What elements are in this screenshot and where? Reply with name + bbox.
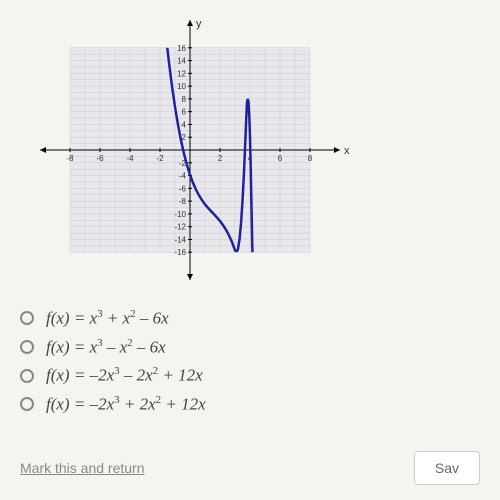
option-formula: f(x) = x3 + x2 – 6x	[46, 308, 169, 329]
svg-text:6: 6	[182, 108, 187, 117]
svg-text:16: 16	[177, 44, 186, 53]
answer-options: f(x) = x3 + x2 – 6x f(x) = x3 – x2 – 6x …	[20, 300, 460, 423]
svg-text:8: 8	[308, 154, 313, 163]
svg-text:14: 14	[177, 57, 186, 66]
radio-icon[interactable]	[20, 311, 34, 325]
svg-text:6: 6	[278, 154, 283, 163]
option-formula: f(x) = –2x3 + 2x2 + 12x	[46, 394, 206, 415]
svg-text:-10: -10	[174, 210, 186, 219]
bottom-bar: Mark this and return Sav	[20, 451, 480, 485]
svg-text:8: 8	[182, 95, 187, 104]
option-4[interactable]: f(x) = –2x3 + 2x2 + 12x	[20, 394, 460, 415]
option-formula: f(x) = x3 – x2 – 6x	[46, 337, 166, 358]
svg-text:2: 2	[218, 154, 223, 163]
svg-text:4: 4	[182, 120, 187, 129]
option-3[interactable]: f(x) = –2x3 – 2x2 + 12x	[20, 365, 460, 386]
graph-panel: -8-6-4-22468246810121416-2-4-6-8-10-12-1…	[30, 10, 350, 290]
option-formula: f(x) = –2x3 – 2x2 + 12x	[46, 365, 203, 386]
svg-text:-8: -8	[66, 154, 74, 163]
svg-text:x: x	[344, 145, 350, 157]
radio-icon[interactable]	[20, 369, 34, 383]
cubic-graph: -8-6-4-22468246810121416-2-4-6-8-10-12-1…	[30, 10, 350, 290]
svg-text:-4: -4	[179, 172, 187, 181]
svg-text:-12: -12	[174, 223, 186, 232]
svg-text:-4: -4	[126, 154, 134, 163]
radio-icon[interactable]	[20, 340, 34, 354]
svg-text:-14: -14	[174, 235, 186, 244]
svg-text:10: 10	[177, 82, 186, 91]
option-2[interactable]: f(x) = x3 – x2 – 6x	[20, 337, 460, 358]
svg-text:-6: -6	[179, 184, 187, 193]
svg-text:-6: -6	[96, 154, 104, 163]
svg-text:12: 12	[177, 69, 186, 78]
option-1[interactable]: f(x) = x3 + x2 – 6x	[20, 308, 460, 329]
svg-text:y: y	[196, 18, 202, 30]
mark-return-link[interactable]: Mark this and return	[20, 460, 145, 476]
svg-text:-2: -2	[156, 154, 164, 163]
svg-text:-8: -8	[179, 197, 187, 206]
radio-icon[interactable]	[20, 397, 34, 411]
save-button[interactable]: Sav	[414, 451, 480, 485]
svg-text:-16: -16	[174, 248, 186, 257]
